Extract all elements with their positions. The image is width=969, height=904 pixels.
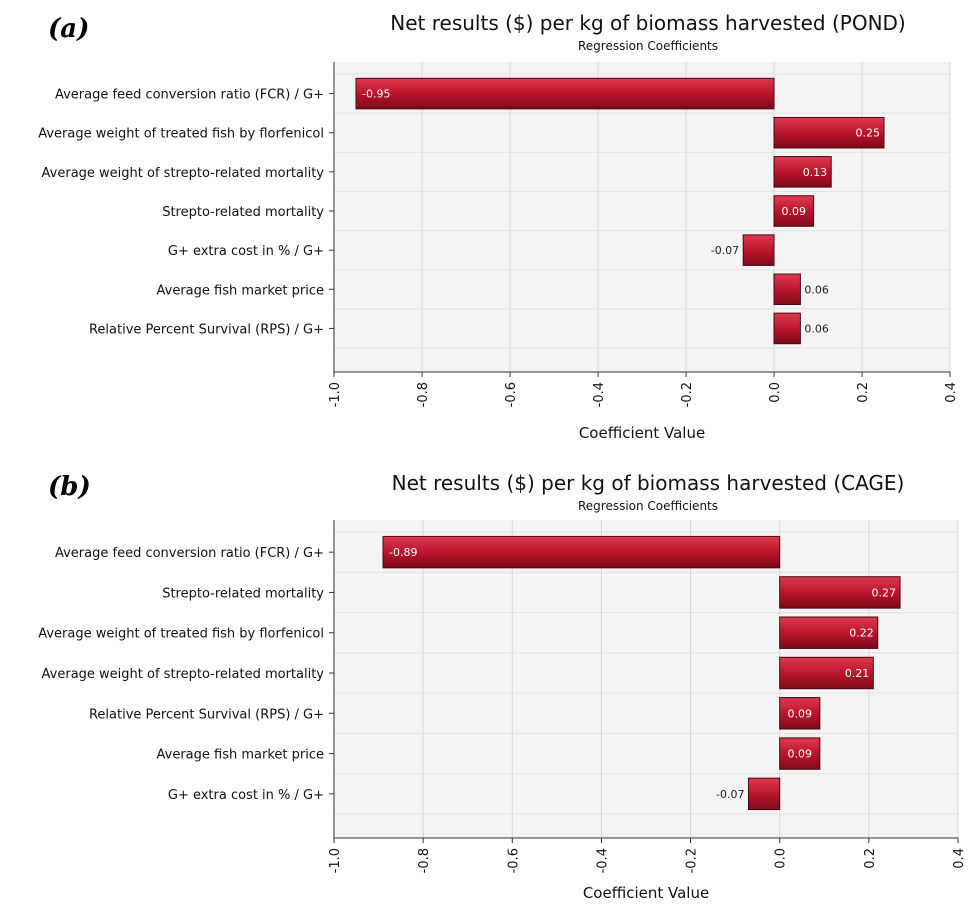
data-label: 0.27 [872, 586, 897, 599]
x-tick-label: -0.6 [506, 848, 521, 873]
chart-title: Net results ($) per kg of biomass harves… [392, 471, 905, 495]
data-label: 0.09 [788, 748, 813, 761]
chart-panel-b: (b) Net results ($) per kg of biomass ha… [0, 458, 969, 904]
bar [779, 697, 821, 730]
x-tick-label: -0.6 [504, 382, 519, 407]
category-label: Strepto-related mortality [162, 205, 324, 220]
x-tick-label: -0.2 [680, 382, 695, 407]
bar [742, 234, 775, 266]
x-tick-label: -1.0 [328, 848, 343, 873]
category-label: Average weight of strepto-related mortal… [42, 166, 325, 181]
x-tick-label: 0.0 [774, 848, 789, 869]
category-label: Relative Percent Survival (RPS) / G+ [89, 322, 324, 337]
x-tick-label: 0.2 [856, 382, 871, 403]
x-tick-label: -0.8 [417, 848, 432, 873]
category-label: Average fish market price [157, 283, 324, 298]
x-tick-label: -0.4 [592, 382, 607, 407]
category-label: Average feed conversion ratio (FCR) / G+ [55, 546, 324, 561]
category-label: G+ extra cost in % / G+ [168, 244, 324, 259]
data-label: 0.06 [804, 283, 829, 296]
data-label: 0.06 [804, 322, 829, 335]
bar [773, 156, 832, 188]
bar [779, 616, 879, 649]
bar [773, 195, 815, 227]
x-axis-title: Coefficient Value [583, 884, 709, 902]
x-tick-label: -0.2 [685, 848, 700, 873]
category-label: G+ extra cost in % / G+ [168, 788, 324, 803]
bar [773, 273, 801, 306]
x-tick-label: 0.0 [768, 382, 783, 403]
chart-subtitle: Regression Coefficients [578, 499, 718, 513]
x-axis-title: Coefficient Value [579, 424, 705, 442]
data-label: 0.21 [845, 667, 870, 680]
data-label: 0.22 [849, 627, 874, 640]
data-label: -0.07 [711, 244, 739, 257]
data-label: 0.09 [788, 707, 813, 720]
bar [773, 312, 801, 345]
bar [779, 576, 901, 609]
x-tick-label: 0.2 [863, 848, 878, 869]
category-label: Average fish market price [157, 748, 324, 763]
category-label: Average weight of treated fish by florfe… [38, 627, 324, 642]
chart-panel-a: (a) Net results ($) per kg of biomass ha… [38, 11, 959, 442]
x-tick-label: 0.4 [944, 382, 959, 403]
category-label: Strepto-related mortality [162, 586, 324, 601]
plot-area [334, 62, 950, 372]
bar [779, 656, 874, 690]
data-label: 0.09 [782, 205, 807, 218]
category-label: Relative Percent Survival (RPS) / G+ [89, 707, 324, 722]
chart-b: Net results ($) per kg of biomass harves… [38, 471, 967, 902]
data-label: -0.89 [389, 546, 417, 559]
bar [355, 77, 775, 110]
chart-title: Net results ($) per kg of biomass harves… [390, 11, 905, 35]
bar [773, 116, 885, 149]
data-label: -0.07 [716, 788, 744, 801]
bar [382, 535, 781, 569]
chart-subtitle: Regression Coefficients [578, 39, 718, 53]
bar [779, 737, 821, 770]
panel-label-b: (b) [48, 472, 91, 502]
x-tick-label: -0.4 [595, 848, 610, 873]
data-label: -0.95 [362, 88, 390, 101]
chart-a: Net results ($) per kg of biomass harves… [38, 11, 959, 442]
bar [748, 777, 781, 811]
x-tick-label: 0.4 [952, 848, 967, 869]
category-label: Average weight of strepto-related mortal… [42, 667, 325, 682]
x-tick-label: -0.8 [416, 382, 431, 407]
category-label: Average feed conversion ratio (FCR) / G+ [55, 88, 324, 103]
data-label: 0.13 [803, 166, 828, 179]
category-label: Average weight of treated fish by florfe… [38, 127, 324, 142]
panel-label-a: (a) [48, 14, 90, 44]
x-tick-label: -1.0 [328, 382, 343, 407]
data-label: 0.25 [856, 127, 881, 140]
